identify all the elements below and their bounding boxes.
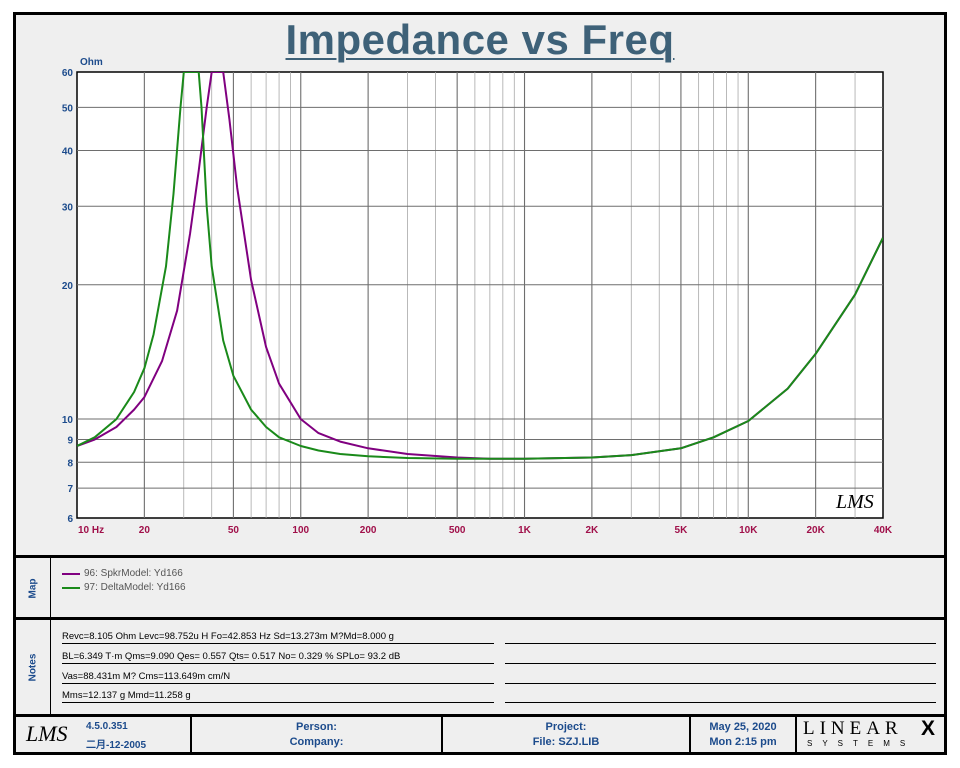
x-tick-label-7: 2K — [585, 525, 599, 536]
x-tick-label-8: 5K — [675, 525, 689, 536]
footer-brand-cell: LINEAR X SYSTEMS — [797, 717, 944, 752]
x-tick-label-6: 1K — [518, 525, 532, 536]
x-tick-label-2: 50 — [228, 525, 240, 536]
tick-labels: 10 Hz 20 50 100 200 500 1K 2K 5K 10K 20K 40K 6 7 8 9 10 2… — [62, 68, 893, 536]
note-line-3: Vas=88.431m M? Cms=113.649m cm/N — [62, 670, 494, 684]
footer-build-date: 二月-12-2005 — [86, 740, 147, 751]
y-tick-label-7: 40 — [62, 147, 74, 158]
footer-logo-cell: LMS 4.5.0.351 二月-12-2005 — [16, 717, 192, 752]
plot-area — [76, 71, 884, 519]
series-line-1 — [77, 72, 883, 460]
legend-swatch-2 — [62, 586, 80, 589]
note-line-2: BL=6.349 T·m Qms=9.090 Qes= 0.557 Qts= 0… — [62, 650, 494, 664]
note-blank-2 — [505, 650, 936, 664]
notes-label: Notes — [27, 653, 39, 681]
map-band — [13, 555, 947, 618]
note-blank-4 — [505, 689, 936, 703]
series-group — [77, 72, 883, 460]
legend-swatch-1 — [62, 572, 80, 575]
brand-linear-text: LINEAR — [803, 718, 903, 739]
legend-text-2: 97: DeltaModel: Yd166 — [84, 582, 186, 593]
x-tick-label-3: 100 — [292, 525, 309, 536]
x-tick-label-4: 200 — [360, 525, 377, 536]
lms-annotation: LMS — [835, 491, 874, 513]
map-side-label: Map — [16, 558, 51, 618]
y-tick-label-3: 9 — [67, 435, 73, 446]
footer-time: Mon 2:15 pm — [709, 736, 777, 748]
footer-file-label: File: SZJ.LIB — [532, 736, 600, 748]
y-tick-label-2: 8 — [67, 458, 73, 469]
footer-version: 4.5.0.351 — [86, 721, 128, 732]
y-axis-label: Ohm — [80, 57, 103, 68]
chart-title: Impedance vs Freq — [285, 16, 675, 63]
footer-project-label: Project: — [545, 721, 587, 733]
impedance-chart: 10 Hz 20 50 100 200 500 1K 2K 5K 10K 20K 40K 6 7 8 9 10 2… — [62, 57, 893, 536]
map-label: Map — [27, 578, 39, 598]
y-tick-label-0: 6 — [67, 514, 73, 525]
x-tick-label-5: 500 — [449, 525, 466, 536]
y-tick-label-1: 7 — [67, 484, 73, 495]
legend-text-1: 96: SpkrModel: Yd166 — [84, 568, 183, 579]
notes-side-label: Notes — [16, 620, 51, 714]
footer-date: May 25, 2020 — [709, 721, 777, 733]
x-tick-label-0: 10 Hz — [78, 525, 104, 536]
y-tick-label-8: 50 — [62, 103, 74, 114]
footer-person-cell: Person: Company: — [192, 717, 443, 752]
note-line-1: Revc=8.105 Ohm Levc=98.752u H Fo=42.853 … — [62, 630, 494, 644]
y-tick-label-5: 20 — [62, 281, 74, 292]
x-tick-label-9: 10K — [739, 525, 758, 536]
note-blank-3 — [505, 670, 936, 684]
brand-logo: LINEAR X SYSTEMS — [803, 717, 943, 750]
legend-item-2: 97: DeltaModel: Yd166 — [62, 582, 186, 593]
grid — [77, 72, 883, 518]
brand-systems-text: SYSTEMS — [807, 739, 916, 748]
legend-item-1: 96: SpkrModel: Yd166 — [62, 568, 183, 579]
brand-x-mark: X — [921, 717, 936, 740]
x-tick-label-10: 20K — [806, 525, 825, 536]
y-tick-label-9: 60 — [62, 68, 74, 79]
footer-person-label: Person: — [296, 721, 337, 733]
y-tick-label-4: 10 — [62, 415, 74, 426]
footer-lms-logo: LMS — [26, 721, 68, 746]
note-line-4: Mms=12.137 g Mmd=11.258 g — [62, 689, 494, 703]
x-tick-label-1: 20 — [139, 525, 151, 536]
y-tick-label-6: 30 — [62, 202, 74, 213]
footer-company-label: Company: — [289, 736, 344, 748]
x-tick-label-11: 40K — [874, 525, 893, 536]
footer-project-cell: Project: File: SZJ.LIB — [443, 717, 691, 752]
footer-date-cell: May 25, 2020 Mon 2:15 pm — [691, 717, 797, 752]
note-blank-1 — [505, 630, 936, 644]
footer-band — [13, 714, 947, 755]
notes-band — [13, 617, 947, 714]
